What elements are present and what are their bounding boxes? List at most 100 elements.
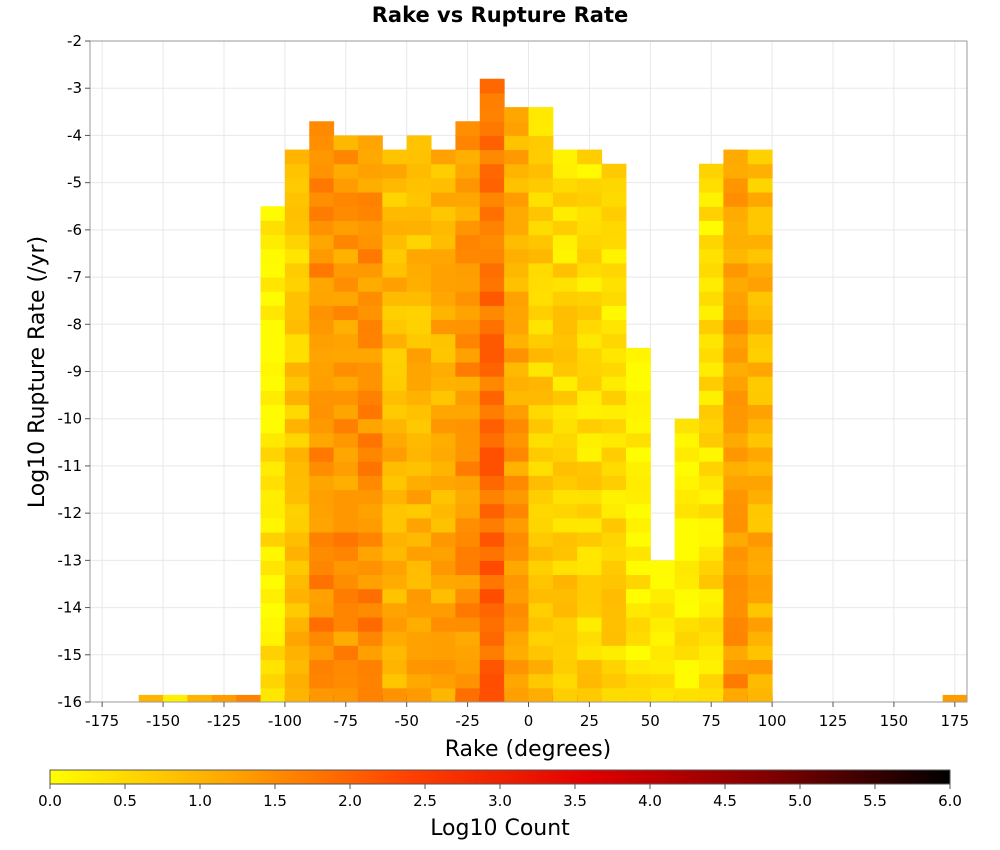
heatmap-cell [479,78,505,94]
heatmap-cell [431,291,456,306]
heatmap-cell [552,192,578,207]
heatmap-cell [699,546,724,561]
heatmap-cell [479,588,505,604]
heatmap-cell [674,475,700,491]
heatmap-cell [455,447,481,462]
heatmap-cell [747,631,773,646]
heatmap-cell [528,291,554,306]
heatmap-cell [333,206,359,221]
heatmap-cell [284,277,310,292]
heatmap-cell [406,333,432,349]
heatmap-cell [552,333,578,349]
heatmap-cell [747,206,773,221]
heatmap-cell [674,673,700,689]
heatmap-cell [284,319,310,335]
heatmap-cell [382,475,408,491]
heatmap-cell [601,418,627,434]
heatmap-cell [577,659,603,675]
heatmap-cell [674,489,700,505]
heatmap-cell [504,163,529,179]
heatmap-cell [406,291,432,306]
heatmap-cell [333,277,359,292]
y-tick-label: -2 [67,32,82,50]
heatmap-cell [382,489,408,505]
heatmap-cell [479,461,505,476]
heatmap-cell [625,503,651,519]
heatmap-cell [357,192,383,207]
heatmap-cell [406,475,432,491]
heatmap-cell [625,418,651,434]
heatmap-cell [577,645,603,661]
heatmap-cell [723,517,749,533]
heatmap-cell [455,362,481,377]
heatmap-cell [309,177,335,193]
heatmap-cell [528,262,554,278]
heatmap-cell [309,362,335,377]
heatmap-cell [504,432,529,448]
heatmap-cell [479,206,505,221]
heatmap-cell [309,489,335,505]
heatmap-cell [357,532,383,547]
heatmap-cell [357,220,383,236]
heatmap-cell [723,418,749,434]
x-tick-label: 100 [758,712,787,730]
y-tick-label: -7 [67,268,82,286]
heatmap-cell [577,447,603,462]
heatmap-cell [284,602,310,618]
heatmap-cell [723,376,749,391]
heatmap-cell [455,602,481,618]
heatmap-cell [284,220,310,236]
heatmap-cell [309,631,335,646]
heatmap-cell [723,206,749,221]
heatmap-cell [284,305,310,321]
heatmap-cell [625,390,651,406]
heatmap-cell [747,347,773,363]
heatmap-cell [382,333,408,349]
y-tick-label: -3 [67,79,82,97]
colorbar-tick-label: 3.5 [563,792,587,810]
heatmap-cell [479,305,505,321]
y-tick-label: -16 [58,693,83,711]
heatmap-cell [333,588,359,604]
heatmap-cell [455,461,481,476]
heatmap-cell [455,333,481,349]
heatmap-cell [455,560,481,576]
heatmap-cell [577,432,603,448]
heatmap-cell [431,206,456,221]
heatmap-cell [504,376,529,391]
heatmap-cell [699,277,724,292]
heatmap-cell [479,135,505,151]
heatmap-cell [309,291,335,306]
x-tick-label: 125 [819,712,848,730]
heatmap-cell [187,694,213,703]
heatmap-cell [747,532,773,547]
heatmap-cell [552,248,578,264]
heatmap-cell [284,546,310,561]
heatmap-cell [504,248,529,264]
y-tick-label: -12 [58,504,83,522]
heatmap-cell [236,694,262,703]
heatmap-cell [284,248,310,264]
heatmap-cell [357,390,383,406]
x-tick-label: -150 [146,712,180,730]
heatmap-cell [260,418,286,434]
heatmap-cell [406,588,432,604]
heatmap-cell [406,418,432,434]
x-tick-label: 75 [702,712,721,730]
heatmap-cell [601,631,627,646]
heatmap-cell [406,532,432,547]
heatmap-cell [357,447,383,462]
x-tick-label: 150 [880,712,909,730]
heatmap-cell [625,602,651,618]
heatmap-cell [699,192,724,207]
heatmap-cell [431,631,456,646]
heatmap-cell [504,347,529,363]
heatmap-cells [138,78,968,703]
heatmap-cell [309,461,335,476]
heatmap-cell [528,503,554,519]
heatmap-cell [504,404,529,420]
heatmap-cell [284,163,310,179]
heatmap-cell [357,461,383,476]
heatmap-cell [309,475,335,491]
heatmap-cell [747,390,773,406]
